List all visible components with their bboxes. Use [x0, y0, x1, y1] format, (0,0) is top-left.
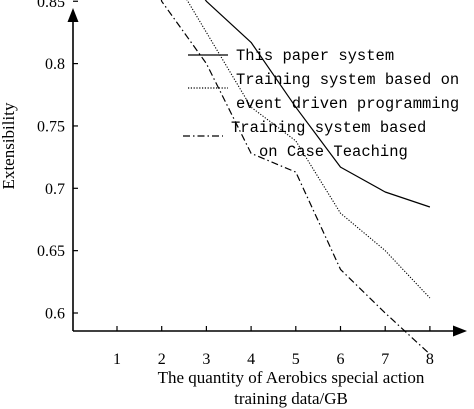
y-tick-label: 0.65 [37, 243, 65, 260]
series-line-3 [160, 0, 431, 355]
series-line-1 [204, 0, 431, 208]
y-tick-label: 0.8 [45, 56, 65, 73]
legend: This paper system Training system based o… [183, 47, 459, 161]
axes [67, 8, 467, 337]
x-tick-label: 7 [381, 351, 389, 368]
legend-label-2: Training system based on [236, 71, 459, 89]
legend-label-3: on Case Teaching [259, 143, 408, 161]
x-tick-label: 8 [426, 351, 434, 368]
x-tick-label: 3 [202, 351, 210, 368]
x-tick-label: 4 [247, 351, 255, 368]
x-axis-arrow [453, 325, 467, 337]
x-tick-label: 2 [158, 351, 166, 368]
series-lines [160, 0, 431, 355]
legend-label-2: event driven programming [236, 95, 459, 113]
x-tick-label: 6 [337, 351, 345, 368]
legend-label-3: Training system based [231, 119, 426, 137]
x-axis-label-line-1: The quantity of Aerobics special action [158, 368, 425, 387]
y-tick-label: 0.85 [37, 0, 65, 11]
y-axis-arrow [67, 8, 79, 22]
ticks: 0.60.650.70.750.80.850.90.951.0010.51234… [37, 0, 434, 368]
x-tick-label: 1 [113, 351, 121, 368]
x-tick-label: 5 [292, 351, 300, 368]
y-tick-label: 0.75 [37, 118, 65, 135]
legend-label-1: This paper system [236, 47, 394, 65]
x-axis-label-line-2: training data/GB [234, 389, 348, 408]
y-axis-label: Extensibility [0, 102, 18, 189]
y-tick-label: 0.6 [45, 306, 65, 323]
y-tick-label: 0.7 [45, 181, 65, 198]
